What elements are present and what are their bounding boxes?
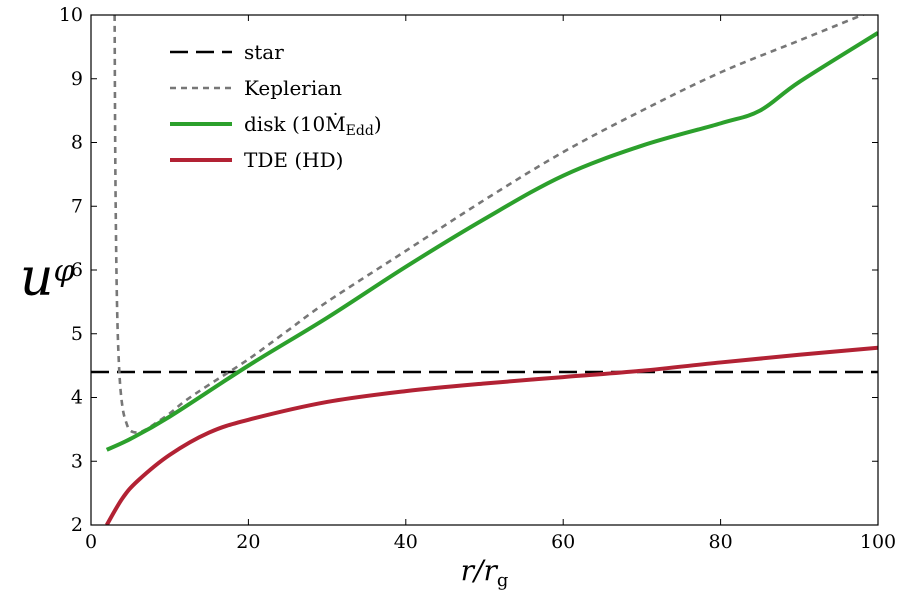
series-line-disk (105, 31, 878, 452)
legend-label-star: star (244, 40, 284, 64)
legend-label-tde-hd: TDE (HD) (244, 148, 343, 172)
y-tick-label: 8 (71, 132, 83, 154)
y-tick-label: 6 (71, 259, 83, 281)
plot-frame (90, 14, 879, 526)
y-tick-label: 4 (71, 387, 83, 409)
legend: star Keplerian disk (10ṀEdd) TDE (HD) (170, 40, 382, 172)
y-axis-label: uφ (20, 248, 75, 308)
x-tick-label: 20 (236, 531, 260, 553)
y-tick-label: 7 (71, 195, 83, 217)
x-axis-label: r/rg (461, 554, 509, 591)
axes: 0 20 40 60 80 100 2 3 4 5 6 7 8 9 10 r/rg uφ (20, 4, 896, 591)
legend-label-disk: disk (10ṀEdd) (244, 112, 382, 139)
series-layer (91, 15, 878, 525)
x-tick-label: 60 (551, 531, 575, 553)
y-tick-label: 5 (71, 323, 83, 345)
x-tick-label: 80 (709, 531, 733, 553)
x-tick-label: 40 (394, 531, 418, 553)
y-tick-label: 10 (59, 4, 83, 26)
series-line-tde-hd (105, 345, 878, 525)
x-tick-label: 100 (860, 531, 896, 553)
y-tick-label: 2 (71, 514, 83, 536)
series-line-keplerian (113, 15, 866, 434)
legend-label-keplerian: Keplerian (244, 76, 342, 100)
y-tick-label: 9 (71, 68, 83, 90)
x-tick-label: 0 (85, 531, 97, 553)
y-tick-label: 3 (71, 450, 83, 472)
